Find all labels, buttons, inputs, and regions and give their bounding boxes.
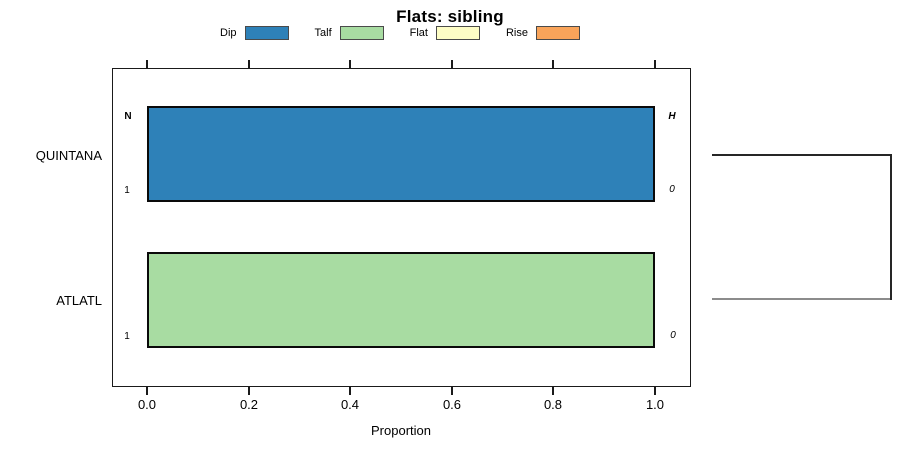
y-category-label-quintana: QUINTANA xyxy=(35,148,102,163)
x-tick-top-0.0 xyxy=(146,60,148,68)
x-tick-label: 0.8 xyxy=(543,397,563,412)
x-axis-title: Proportion xyxy=(371,423,431,438)
legend-label-rise: Rise xyxy=(505,27,528,39)
x-tick-top-0.4 xyxy=(349,60,351,68)
dendrogram-vertical-join xyxy=(890,154,892,300)
x-tick-bottom-0.8 xyxy=(552,387,554,395)
legend-item-rise: Rise xyxy=(506,26,580,40)
x-tick-top-0.8 xyxy=(552,60,554,68)
dendrogram-branch-top xyxy=(712,154,892,156)
legend: Dip Talf Flat Rise xyxy=(100,25,700,41)
x-tick-bottom-0.4 xyxy=(349,387,351,395)
bar-quintana-dip xyxy=(147,106,655,202)
legend-swatch-rise xyxy=(536,26,580,40)
x-tick-label: 1.0 xyxy=(645,397,665,412)
legend-item-talf: Talf xyxy=(315,26,384,40)
bar-atlatl-talf xyxy=(147,252,655,348)
legend-item-dip: Dip xyxy=(220,26,289,40)
annotation-row2-bottom-left: 1 xyxy=(124,331,130,342)
legend-label-talf: Talf xyxy=(314,27,332,39)
annotation-row1-top-left: N xyxy=(124,111,132,122)
legend-swatch-talf xyxy=(339,26,384,40)
legend-label-dip: Dip xyxy=(220,27,237,39)
x-tick-bottom-1.0 xyxy=(654,387,656,395)
annotation-row1-top-right: H xyxy=(668,111,676,122)
legend-swatch-dip xyxy=(244,26,289,40)
x-tick-label: 0.6 xyxy=(442,397,462,412)
legend-label-flat: Flat xyxy=(409,27,428,39)
x-tick-bottom-0.2 xyxy=(248,387,250,395)
x-tick-top-0.2 xyxy=(248,60,250,68)
annotation-row2-bottom-right: 0 xyxy=(670,330,676,341)
x-tick-label: 0.4 xyxy=(340,397,360,412)
y-category-label-atlatl: ATLATL xyxy=(56,293,102,308)
chart-title: Flats: sibling xyxy=(396,7,504,26)
annotation-row1-bottom-left: 1 xyxy=(124,185,130,196)
x-tick-label: 0.2 xyxy=(239,397,259,412)
x-tick-top-0.6 xyxy=(451,60,453,68)
legend-item-flat: Flat xyxy=(410,26,480,40)
dendrogram-branch-bottom xyxy=(712,298,892,300)
x-tick-label: 0.0 xyxy=(137,397,157,412)
x-tick-bottom-0.0 xyxy=(146,387,148,395)
annotation-row1-bottom-right: 0 xyxy=(669,184,675,195)
x-tick-bottom-0.6 xyxy=(451,387,453,395)
x-tick-top-1.0 xyxy=(654,60,656,68)
legend-swatch-flat xyxy=(435,26,480,40)
